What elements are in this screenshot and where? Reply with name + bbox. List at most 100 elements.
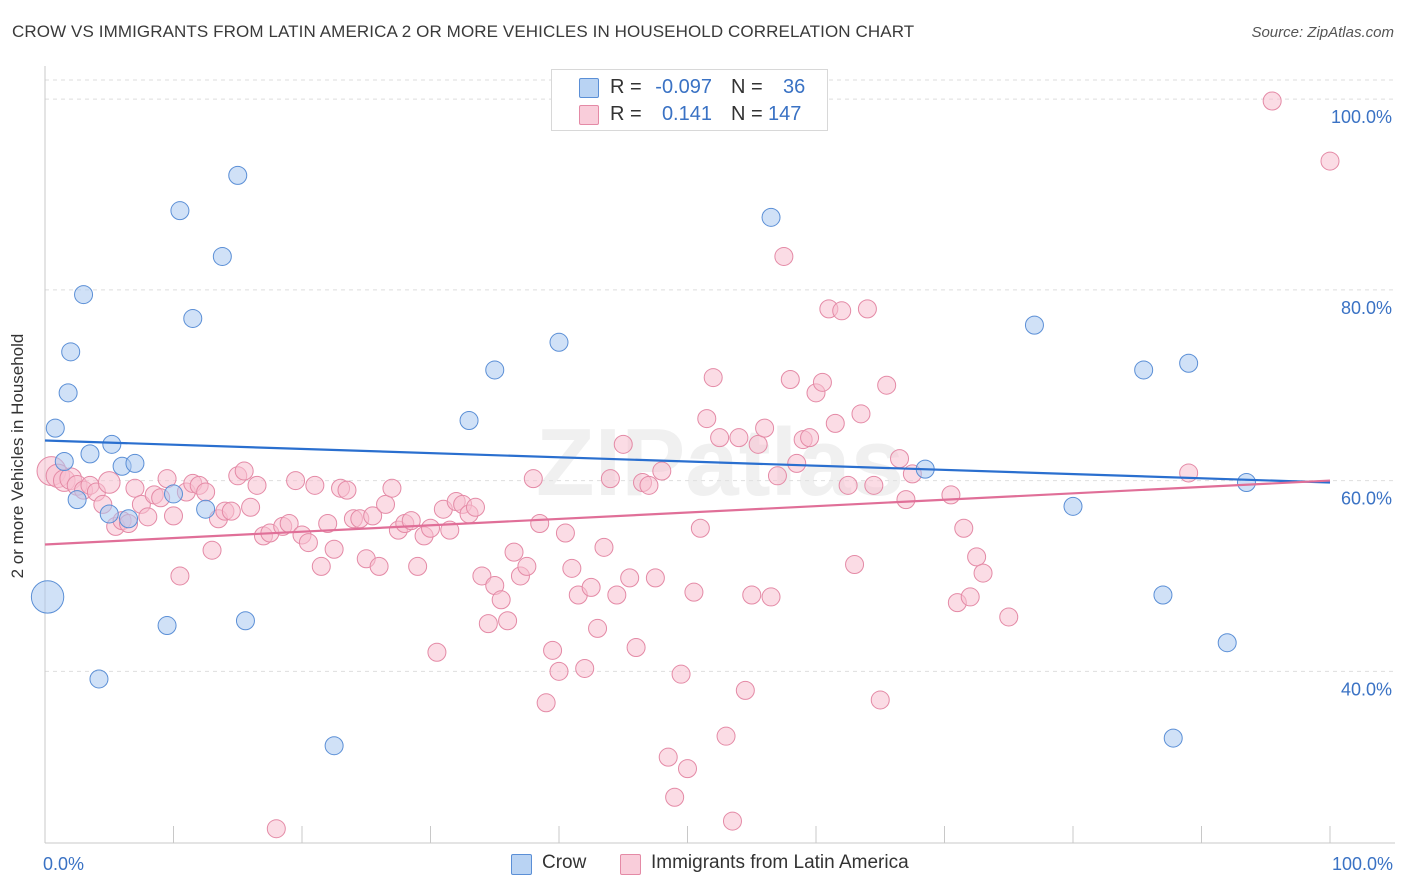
latin-point: [774, 246, 794, 266]
latin-point: [607, 585, 627, 605]
latin-point: [523, 469, 543, 489]
latin-point: [896, 490, 916, 510]
crow-trend-line: [44, 439, 1331, 484]
latin-point: [543, 640, 563, 660]
crow-point: [99, 504, 119, 524]
latin-point: [588, 618, 608, 638]
legend-n-label: N =: [731, 76, 763, 98]
latin-point: [761, 587, 781, 607]
latin-point: [1262, 91, 1282, 111]
crow-point: [1063, 496, 1083, 516]
correlation-legend: R = -0.097 N = 36 R = 0.141 N = 147: [551, 69, 828, 131]
crow-swatch: [511, 854, 532, 875]
latin-point: [800, 428, 820, 448]
latin-point: [369, 556, 389, 576]
latin-point: [716, 726, 736, 746]
latin-point: [600, 469, 620, 489]
latin-point: [967, 547, 987, 567]
crow-point: [228, 165, 248, 185]
latin-point: [735, 680, 755, 700]
crow-point: [80, 444, 100, 464]
y-tick-label: 80.0%: [1341, 298, 1392, 318]
crow-point: [212, 246, 232, 266]
latin-point: [645, 568, 665, 588]
latin-trend-line: [44, 479, 1331, 546]
crow-point: [196, 499, 216, 519]
latin-point: [832, 301, 852, 321]
latin-point: [864, 475, 884, 495]
latin-point: [755, 418, 775, 438]
latin-point: [954, 518, 974, 538]
crow-point: [164, 484, 183, 504]
latin-point: [562, 558, 582, 578]
latin-point: [247, 475, 267, 495]
bottom-legend-latin-label: Immigrants from Latin America: [651, 852, 909, 873]
latin-point: [825, 413, 845, 433]
crow-point: [119, 509, 139, 529]
latin-point: [690, 518, 710, 538]
legend-r-value: 0.141: [661, 103, 712, 125]
latin-point: [305, 475, 325, 495]
latin-point: [536, 693, 556, 713]
latin-point: [787, 453, 807, 473]
crow-point: [67, 490, 87, 510]
source-label: Source: ZipAtlas.com: [1251, 24, 1394, 41]
latin-point: [1179, 463, 1199, 483]
crow-point: [30, 580, 65, 614]
latin-point: [620, 568, 640, 588]
latin-point: [221, 501, 241, 521]
crow-point: [1024, 315, 1044, 335]
latin-point: [549, 661, 569, 681]
legend-n-label: N =: [731, 103, 763, 125]
latin-point: [196, 482, 216, 502]
crow-point: [183, 308, 203, 328]
latin-points: [36, 91, 1340, 839]
latin-point: [421, 518, 440, 538]
latin-point: [164, 506, 183, 526]
axis-layer: [44, 66, 1395, 844]
latin-point: [973, 563, 993, 583]
crow-point: [45, 418, 65, 438]
legend-r-label: R =: [610, 76, 642, 98]
latin-point: [594, 537, 614, 557]
crow-point: [54, 452, 74, 471]
latin-point: [498, 611, 518, 631]
tick-labels: 40.0% 60.0% 80.0% 100.0% 0.0% 100.0%: [43, 107, 1393, 874]
bottom-legend-crow-label: Crow: [542, 852, 587, 873]
latin-point: [838, 475, 858, 495]
latin-point: [517, 556, 537, 576]
latin-point: [97, 471, 121, 494]
latin-point: [376, 494, 396, 514]
crow-point: [61, 342, 81, 362]
crow-point: [157, 616, 177, 636]
crow-point: [1153, 585, 1173, 605]
legend-n-value: 147: [768, 103, 802, 125]
latin-point: [870, 690, 890, 710]
latin-point: [324, 539, 344, 559]
latin-point: [678, 759, 697, 779]
latin-point: [311, 556, 331, 576]
crow-point: [235, 611, 255, 631]
latin-point: [382, 478, 402, 498]
latin-point: [575, 658, 595, 678]
latin-point: [465, 497, 485, 517]
y-tick-label: 40.0%: [1341, 679, 1392, 699]
crow-point: [74, 285, 94, 305]
latin-point: [890, 449, 910, 469]
latin-point: [851, 404, 871, 424]
x-tick-label: 100.0%: [1332, 854, 1393, 874]
latin-point: [742, 585, 762, 605]
latin-point: [241, 497, 261, 517]
crow-points: [30, 165, 1256, 756]
crow-point: [1163, 728, 1183, 748]
latin-point: [665, 787, 685, 807]
latin-point: [780, 369, 800, 389]
latin-point: [729, 428, 749, 448]
latin-point: [408, 556, 428, 576]
latin-point: [877, 375, 897, 395]
crow-point: [89, 669, 109, 689]
latin-swatch: [620, 854, 641, 875]
latin-point: [812, 372, 832, 392]
crow-point: [324, 736, 344, 756]
